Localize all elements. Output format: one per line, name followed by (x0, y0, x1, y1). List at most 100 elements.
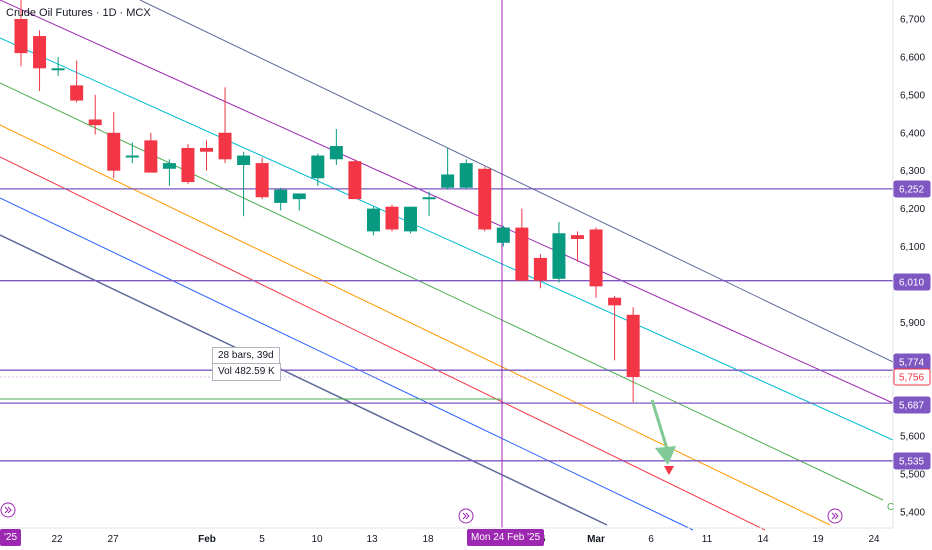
candle[interactable] (348, 159, 362, 200)
candle[interactable] (237, 151, 251, 217)
candle[interactable] (329, 128, 343, 166)
candle[interactable] (292, 193, 306, 211)
candle[interactable] (533, 254, 547, 289)
projection-arrow[interactable] (650, 399, 676, 465)
candle[interactable] (626, 307, 640, 403)
candle[interactable] (162, 159, 176, 186)
channel-line-mid-lower[interactable] (0, 156, 766, 531)
price-tick-label: 6,300 (900, 166, 925, 177)
candle[interactable] (496, 225, 510, 247)
candle[interactable] (478, 166, 492, 232)
scroll-to-realtime-icon[interactable] (827, 508, 843, 524)
candle[interactable] (589, 227, 603, 298)
arrow-head (655, 446, 676, 465)
candle[interactable] (311, 153, 325, 186)
candle-body (589, 229, 603, 287)
candle-body (385, 206, 399, 230)
candle[interactable] (33, 30, 47, 92)
candle[interactable] (404, 206, 418, 234)
price-tag-text: 5,535 (899, 457, 924, 468)
time-tick-label: 5 (259, 534, 265, 545)
candle[interactable] (459, 159, 473, 190)
channel-end-label: C (887, 502, 894, 513)
candle[interactable] (608, 295, 622, 361)
candles-group[interactable] (14, 0, 640, 403)
regression-channel[interactable] (0, 0, 894, 531)
title-separator: · (119, 7, 124, 19)
candle-body (441, 174, 455, 188)
candle-body (200, 147, 213, 152)
candle[interactable] (181, 144, 195, 184)
price-axis-ticks: 6,700 6,600 6,500 6,400 6,300 6,200 6,100 5,900… (900, 15, 925, 519)
candle-body (33, 36, 47, 69)
candle[interactable] (255, 157, 269, 200)
candle-body (255, 163, 269, 198)
candle[interactable] (200, 140, 213, 171)
symbol-title[interactable]: Crude Oil Futures · 1D · MCX (6, 7, 151, 19)
candle-body (478, 168, 492, 230)
candle-body (329, 146, 343, 160)
candle[interactable] (571, 231, 584, 262)
candle-body (14, 19, 28, 54)
level-price-tag: 5,774 (893, 353, 931, 371)
candle-body (162, 163, 176, 169)
time-tick-label: 27 (107, 534, 119, 545)
candle[interactable] (366, 206, 380, 236)
candle[interactable] (385, 204, 399, 232)
candle[interactable] (218, 87, 232, 164)
candle[interactable] (515, 208, 529, 281)
candle-body (125, 155, 139, 158)
level-price-tag: 5,687 (893, 396, 931, 414)
time-tick-label: 13 (366, 534, 378, 545)
candle[interactable] (144, 132, 158, 173)
horizontal-levels[interactable] (0, 188, 893, 462)
last-price-tag: 5,756 (893, 368, 931, 386)
title-separator: · (95, 7, 100, 19)
candle[interactable] (441, 147, 455, 190)
scroll-start-icon[interactable] (0, 502, 16, 518)
candle-body (404, 206, 418, 232)
exchange-label: MCX (126, 7, 151, 19)
price-tag-text: 6,252 (899, 185, 924, 196)
candle[interactable] (14, 0, 28, 67)
candle[interactable] (274, 187, 288, 211)
candle[interactable] (51, 56, 65, 76)
time-tick-label: 10 (311, 534, 323, 545)
target-marker-icon[interactable] (664, 466, 674, 475)
candle[interactable] (70, 60, 84, 103)
channel-line-upper-outer[interactable] (139, 0, 894, 363)
channel-line-median[interactable] (0, 124, 831, 526)
time-tick-label: Mar (587, 534, 605, 545)
time-tick-label: 19 (812, 534, 824, 545)
price-tick-label: 6,700 (900, 15, 925, 26)
price-tick-label: 6,400 (900, 128, 925, 139)
candle-body (107, 132, 121, 171)
channel-line-upper-inner[interactable] (0, 37, 894, 441)
price-tag-bg (893, 180, 931, 198)
price-tag-bg (893, 452, 931, 470)
channel-line-lower[interactable] (0, 234, 608, 526)
interval-label: 1D (102, 7, 117, 19)
candle-body (51, 68, 65, 71)
channel-line-lower-inner[interactable] (0, 197, 694, 531)
event-marker-icon[interactable] (458, 508, 474, 524)
candle-body (218, 132, 232, 160)
candle[interactable] (125, 142, 139, 164)
candle-body (88, 119, 102, 126)
time-tick-label: Feb (198, 534, 216, 545)
price-tag-text: 6,010 (899, 278, 924, 289)
candle-body (237, 155, 251, 166)
price-tick-label: 6,600 (900, 52, 925, 63)
candle[interactable] (88, 94, 102, 135)
channel-line-upper[interactable] (0, 0, 894, 404)
candle[interactable] (552, 221, 566, 283)
crosshair-date-tag: Mon 24 Feb '25 (467, 529, 545, 546)
candle-body (348, 161, 362, 200)
candle-body (70, 85, 84, 101)
price-tick-label: 5,500 (900, 470, 925, 481)
candle[interactable] (107, 111, 121, 179)
price-tag-bg (893, 273, 931, 291)
candle[interactable] (422, 191, 436, 217)
